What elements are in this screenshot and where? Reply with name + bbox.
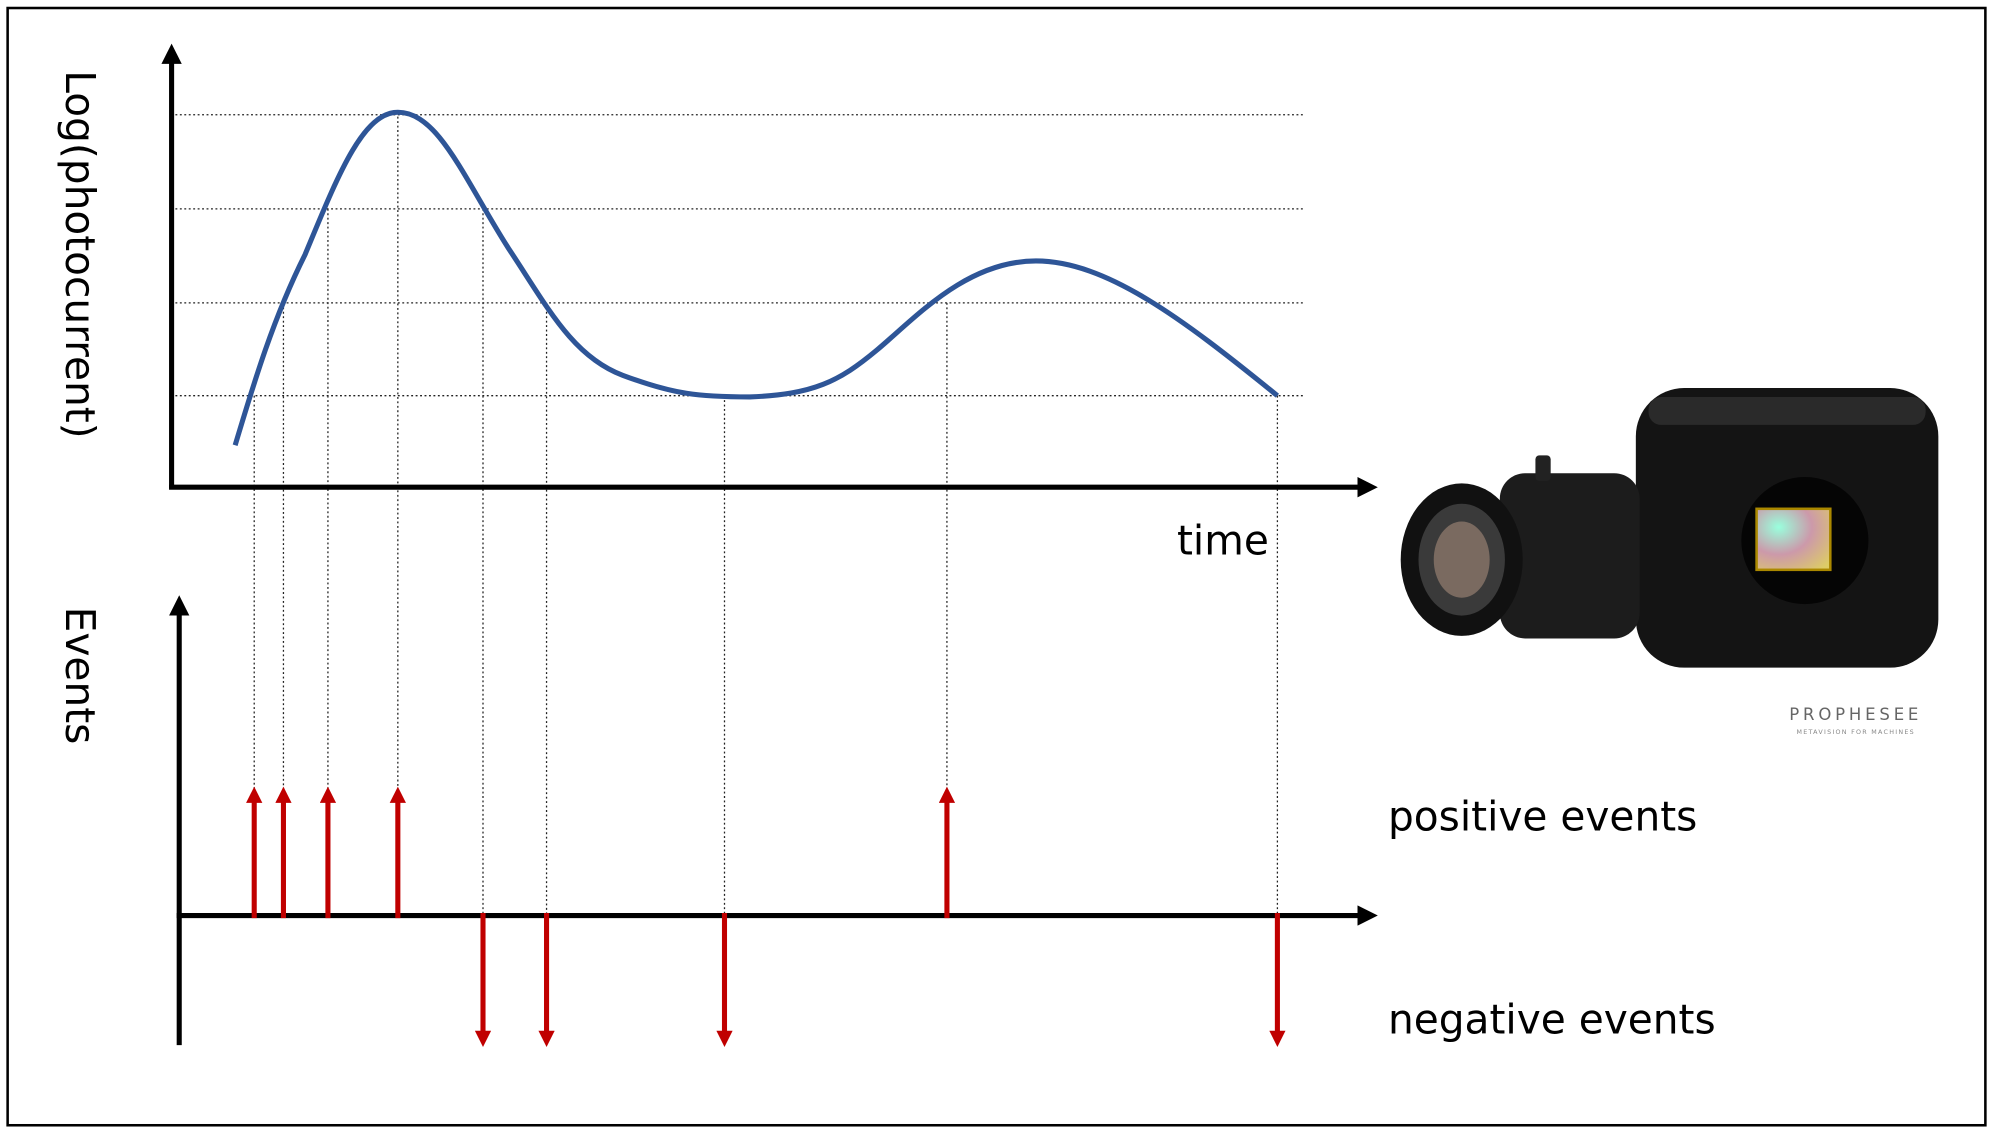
positive-label: positive events [1388,792,1697,840]
x-axis-label: time [1177,517,1269,565]
lens-screw [1535,455,1551,481]
camera-top [1648,396,1926,425]
positive-events [246,786,956,919]
y-axis-label: Log(photocurrent) [56,70,104,438]
crossing-lines [253,112,1279,916]
logo-tagline: METAVISION FOR MACHINES [1796,729,1915,736]
lens-glass [1433,521,1490,598]
frame [6,6,1987,1127]
negative-events [474,912,1286,1047]
grid-lines [175,114,1306,397]
sensor [1755,507,1832,572]
camera [1400,388,1939,668]
logo-brand: PROPHESEE [1789,705,1922,724]
negative-label: negative events [1388,996,1716,1044]
lens-barrel [1499,473,1640,639]
photocurrent-curve [232,109,1280,446]
events-axis-label: Events [56,607,104,745]
